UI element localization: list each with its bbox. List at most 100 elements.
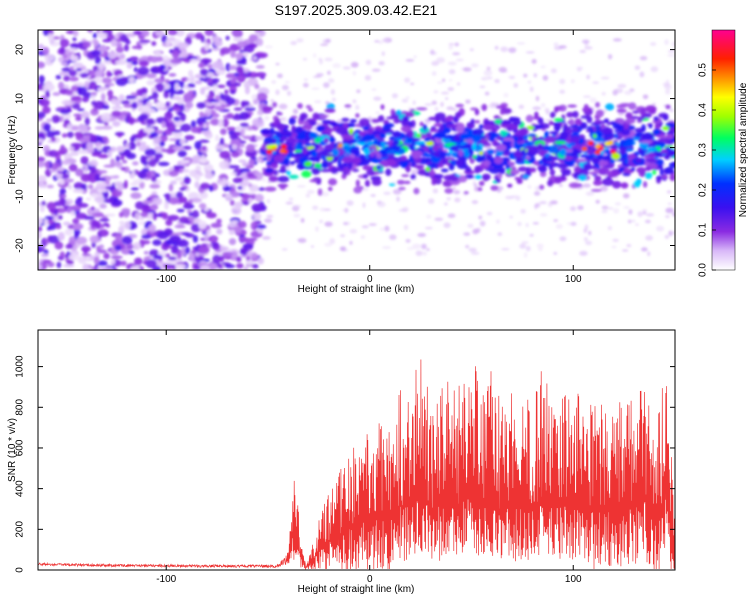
heatmap-cell bbox=[47, 33, 54, 41]
heatmap-cell bbox=[557, 162, 569, 170]
heatmap-cell bbox=[216, 84, 226, 89]
heatmap-cell bbox=[349, 240, 353, 245]
heatmap-cell bbox=[666, 133, 674, 140]
heatmap-cell bbox=[125, 40, 131, 45]
heatmap-cell bbox=[644, 219, 651, 224]
heatmap-cell bbox=[647, 153, 657, 158]
heatmap-cell bbox=[441, 157, 447, 165]
heatmap-cell bbox=[520, 149, 526, 155]
heatmap-cell bbox=[512, 120, 522, 126]
heatmap-cell bbox=[579, 168, 589, 177]
heatmap-cell bbox=[179, 187, 187, 191]
heatmap-cell bbox=[436, 57, 446, 64]
heatmap-cell bbox=[525, 51, 535, 54]
heatmap-cell bbox=[493, 115, 500, 120]
heatmap-cell bbox=[601, 210, 608, 213]
heatmap-cell bbox=[494, 79, 500, 84]
heatmap-cell bbox=[67, 184, 73, 190]
heatmap-cell bbox=[73, 113, 83, 117]
heatmap-cell bbox=[130, 61, 139, 66]
heatmap-cell bbox=[255, 135, 264, 141]
heatmap-cell bbox=[385, 158, 397, 167]
heatmap-cell bbox=[459, 133, 471, 140]
snr-y-tick-label: 800 bbox=[15, 399, 26, 416]
heatmap-cell bbox=[425, 118, 431, 125]
heatmap-cell bbox=[672, 212, 675, 217]
heatmap-cell bbox=[198, 220, 207, 230]
heatmap-cell bbox=[664, 154, 671, 160]
heatmap-cell bbox=[120, 166, 126, 171]
heatmap-cell bbox=[661, 175, 669, 179]
heatmap-cell bbox=[472, 180, 477, 187]
heatmap-cell bbox=[46, 184, 54, 189]
heatmap-peak bbox=[266, 149, 273, 155]
heatmap-cell bbox=[293, 213, 301, 218]
heatmap-cell bbox=[261, 128, 272, 136]
heatmap-cell bbox=[513, 136, 518, 142]
heatmap-cell bbox=[463, 191, 469, 195]
heatmap-cell bbox=[111, 110, 121, 117]
heatmap-cell bbox=[488, 136, 495, 142]
heatmap-cell bbox=[131, 45, 143, 50]
heatmap-cell bbox=[537, 117, 544, 125]
heatmap-cell bbox=[355, 179, 360, 187]
heatmap-cell bbox=[559, 184, 563, 187]
heatmap-cell bbox=[291, 125, 296, 132]
heatmap-cell bbox=[542, 75, 549, 81]
heatmap-cell bbox=[49, 169, 58, 173]
heatmap-cell bbox=[280, 130, 291, 136]
heatmap-cell bbox=[119, 53, 126, 60]
heatmap-cell bbox=[213, 39, 223, 47]
heatmap-cell bbox=[428, 198, 435, 204]
heatmap-cell bbox=[165, 101, 171, 108]
heatmap-cell bbox=[222, 118, 229, 128]
heatmap-cell bbox=[229, 79, 237, 84]
heatmap-cell bbox=[41, 200, 46, 206]
heatmap-cell bbox=[503, 92, 509, 98]
heatmap-cell bbox=[224, 194, 233, 198]
heatmap-cell bbox=[74, 131, 84, 138]
heatmap-cell bbox=[60, 61, 68, 66]
heatmap-cell bbox=[170, 180, 177, 185]
heatmap-cell bbox=[264, 45, 273, 49]
heatmap-cell bbox=[300, 217, 305, 223]
heatmap-cell bbox=[236, 256, 242, 263]
heatmap-cell bbox=[173, 103, 181, 108]
heatmap-cell bbox=[66, 206, 72, 214]
heatmap-cell bbox=[96, 245, 101, 253]
snr-y-label: SNR (10 * v/v) bbox=[7, 418, 18, 482]
heatmap-cell bbox=[315, 122, 323, 127]
heatmap-cell bbox=[443, 138, 452, 143]
heatmap-cell bbox=[261, 106, 274, 112]
heatmap-cell bbox=[614, 88, 624, 94]
heatmap-cell bbox=[312, 205, 319, 210]
heatmap-cell bbox=[381, 38, 389, 43]
heatmap-cell bbox=[243, 126, 248, 130]
heatmap-cell bbox=[622, 141, 634, 148]
heatmap-cell bbox=[349, 228, 358, 234]
heatmap-cell bbox=[93, 39, 100, 48]
heatmap-cell bbox=[165, 219, 173, 226]
heatmap-cell bbox=[38, 61, 46, 69]
heatmap-cell bbox=[112, 120, 121, 127]
heatmap-cell bbox=[90, 165, 97, 174]
heatmap-cell bbox=[195, 252, 200, 257]
heatmap-cell bbox=[579, 137, 584, 144]
heatmap-cell bbox=[324, 57, 333, 62]
heatmap-cell bbox=[495, 105, 507, 109]
heatmap-cell bbox=[102, 104, 110, 110]
heatmap-cell bbox=[667, 50, 675, 53]
heatmap-cell bbox=[477, 187, 483, 192]
heatmap-cell bbox=[248, 104, 254, 108]
heatmap-cell bbox=[177, 42, 189, 49]
heatmap-cell bbox=[474, 120, 481, 124]
heatmap-cell bbox=[434, 131, 447, 139]
snr-series-line bbox=[38, 359, 675, 570]
colorbar-tick-label: 0.5 bbox=[698, 63, 709, 77]
heatmap-cell bbox=[539, 200, 547, 205]
heatmap-cell bbox=[60, 193, 67, 199]
heatmap-cell bbox=[138, 39, 151, 43]
heatmap-cell bbox=[229, 89, 236, 95]
heatmap-cell bbox=[46, 201, 57, 210]
